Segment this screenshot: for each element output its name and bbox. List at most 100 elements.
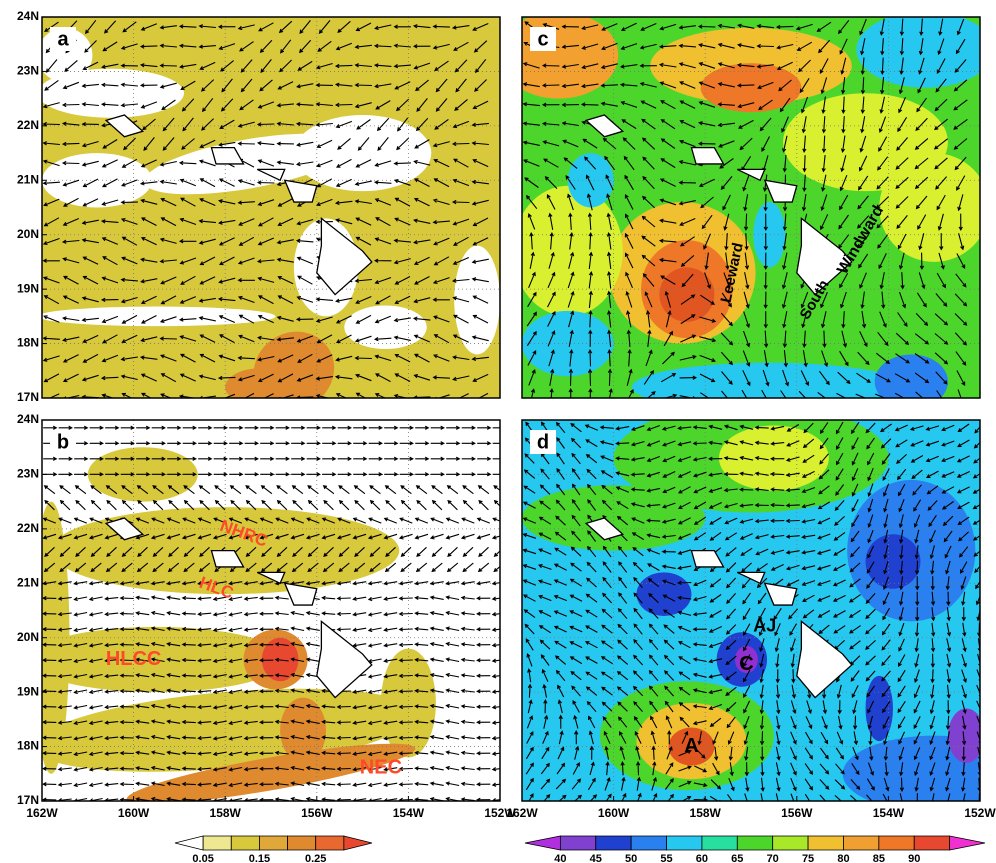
field-contour <box>454 245 500 355</box>
annotation: C <box>739 653 753 675</box>
field-contour <box>856 17 980 88</box>
colorbar-segment <box>843 835 880 851</box>
island <box>763 179 798 203</box>
annotation: A <box>684 735 698 757</box>
colorbar-segment <box>630 835 667 851</box>
x-tick-label: 162W <box>506 806 538 820</box>
y-tick-label: 20N <box>17 630 39 644</box>
colorbar-segment <box>559 835 597 851</box>
colorbar-label: 40 <box>554 853 566 863</box>
colorbar-segment <box>287 835 317 851</box>
annotation: NEC <box>360 757 402 779</box>
island <box>316 620 373 699</box>
colorbar-label: 0.15 <box>249 853 270 863</box>
island <box>690 146 725 165</box>
y-tick-label: 24N <box>17 9 39 23</box>
panel-frame <box>41 419 501 802</box>
island <box>104 517 145 541</box>
field-contour <box>344 305 427 350</box>
field-contour <box>42 306 276 327</box>
current-vectors <box>522 18 968 398</box>
y-tick-label: 22N <box>17 118 39 132</box>
colorbar-segment <box>913 835 951 851</box>
island <box>283 582 318 606</box>
colorbar-segment <box>202 835 232 851</box>
panel-label: a <box>57 28 69 50</box>
colorbar-segment <box>807 835 844 851</box>
island <box>796 217 853 296</box>
y-tick-label: 21N <box>17 172 39 186</box>
field-contour <box>842 735 980 801</box>
panel-label: c <box>537 28 548 50</box>
field-contour <box>225 368 299 398</box>
field-contour <box>522 17 619 99</box>
y-tick-label: 20N <box>17 227 39 241</box>
map-panel <box>42 17 500 398</box>
y-tick-label: 23N <box>17 467 39 481</box>
colorbar-label: 65 <box>731 853 743 863</box>
x-tick-label: 156W <box>301 806 333 820</box>
panel-label: d <box>537 431 549 453</box>
island <box>283 179 318 203</box>
y-tick-label: 17N <box>17 390 39 404</box>
y-tick-label: 19N <box>17 281 39 295</box>
x-tick-label: 162W <box>26 806 58 820</box>
colorbar-segment <box>701 835 738 851</box>
colorbar-segment <box>736 835 774 851</box>
island <box>763 582 798 606</box>
colorbar-label: 60 <box>696 853 708 863</box>
colorbar-label: 45 <box>590 853 602 863</box>
panel-label-box <box>530 27 556 51</box>
map-panel <box>522 420 980 801</box>
y-tick-label: 18N <box>17 336 39 350</box>
x-tick-label: 158W <box>690 806 722 820</box>
map-panel <box>522 17 980 398</box>
field-contour <box>631 362 907 398</box>
island <box>256 571 286 585</box>
panel-label-box <box>50 430 76 454</box>
island <box>584 517 625 541</box>
x-tick-label: 152W <box>964 806 996 820</box>
annotation: AJ <box>753 616 776 636</box>
island <box>584 114 625 138</box>
colorbar-segment <box>524 835 561 851</box>
y-tick-label: 17N <box>17 793 39 807</box>
island <box>736 571 766 585</box>
field-contour <box>718 425 829 491</box>
colorbar-segment <box>949 835 986 851</box>
field-contour <box>126 743 416 801</box>
colorbar-segment <box>878 835 915 851</box>
colorbar-label: 85 <box>873 853 885 863</box>
colorbar-segment <box>259 835 288 851</box>
colorbar-label: 70 <box>767 853 779 863</box>
colorbar-label: 80 <box>837 853 849 863</box>
colorbar-segment <box>343 835 373 851</box>
field-contour <box>42 626 285 693</box>
colorbar-label: 90 <box>908 853 920 863</box>
island <box>690 549 725 568</box>
colorbar-segment <box>230 835 260 851</box>
field-contour <box>865 534 921 589</box>
panel-frame <box>521 419 981 802</box>
colorbar-label: 50 <box>625 853 637 863</box>
x-tick-label: 160W <box>598 806 630 820</box>
y-tick-label: 19N <box>17 684 39 698</box>
y-tick-label: 21N <box>17 575 39 589</box>
field-contour <box>700 63 802 113</box>
colorbar-segment <box>666 835 703 851</box>
field-contour <box>734 645 758 674</box>
current-vectors <box>42 19 489 398</box>
panel-label-box <box>530 430 556 454</box>
field-contour <box>636 572 692 616</box>
island <box>210 146 245 165</box>
field-contour <box>293 114 432 192</box>
x-tick-label: 158W <box>210 806 242 820</box>
colorbar-label: 75 <box>802 853 814 863</box>
field-contour <box>874 354 948 398</box>
field-contour <box>659 267 715 322</box>
x-tick-label: 156W <box>781 806 813 820</box>
island <box>104 114 145 138</box>
island <box>210 549 245 568</box>
x-tick-label: 154W <box>873 806 905 820</box>
